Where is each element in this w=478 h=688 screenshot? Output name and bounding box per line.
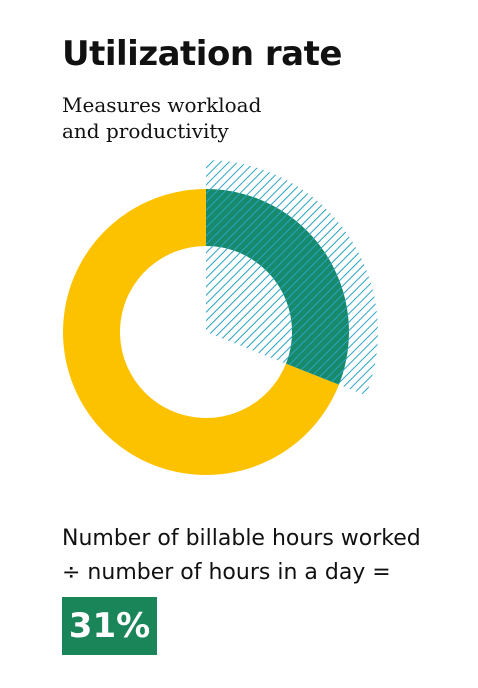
title: Utilization rate	[62, 34, 342, 74]
value-badge: 31%	[62, 597, 157, 655]
formula: Number of billable hours worked ÷ number…	[62, 522, 421, 590]
donut-chart	[62, 160, 379, 475]
formula-line: Number of billable hours worked	[62, 526, 421, 551]
value-label: 31%	[68, 606, 151, 646]
donut-rest	[62, 189, 339, 475]
subtitle: Measures workload and productivity	[62, 93, 262, 143]
formula-line: ÷ number of hours in a day =	[62, 560, 391, 585]
hatched-wedge	[206, 160, 379, 396]
